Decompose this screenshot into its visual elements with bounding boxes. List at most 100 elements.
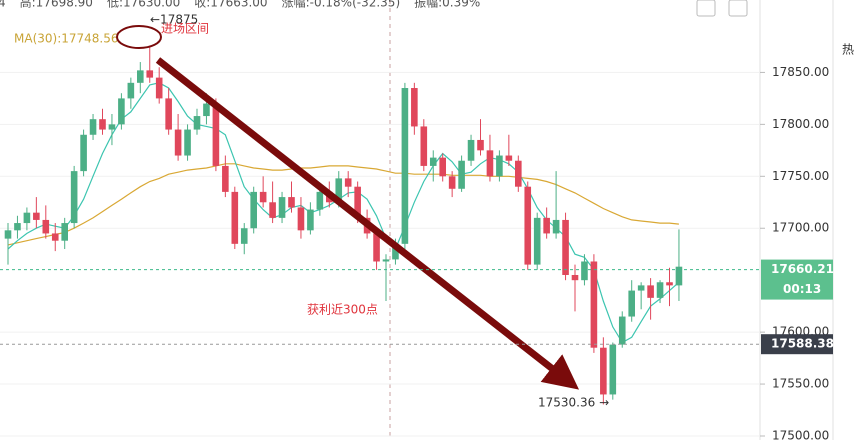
candle-body [193,116,201,130]
candle-body [127,82,135,99]
candle-body [581,261,588,281]
candle-body [637,285,645,291]
candle-body [467,139,475,161]
profit-note: 获利近300点 [307,303,378,317]
overlay: 进场区间 获利近300点 ←17875 17530.36 → 17660.21 0… [0,13,834,410]
candle-body [628,290,635,317]
candle-body [666,282,673,286]
grid: 17500.0017550.0017600.0017700.0017750.00… [0,65,829,440]
candle-body [392,243,399,260]
candle-body [155,77,163,99]
candle-body [80,134,87,172]
candle-body [174,129,182,156]
candle-body [524,186,532,265]
candle-body [278,197,286,218]
candle-body [335,178,343,203]
header-field: 收:17663.00 [194,0,267,10]
candle-body [316,191,324,210]
candle-body [33,212,40,220]
tool-icon[interactable] [696,0,716,17]
candle-body [496,155,503,177]
candle-body [515,160,522,187]
y-tick-label: 17800.00 [772,117,829,131]
candle-body [477,139,484,151]
candle-body [401,88,409,244]
candle-body [307,209,314,231]
current-price-box [761,259,833,300]
candle-body [448,176,456,189]
candle-body [647,285,654,298]
y-tick-label: 17550.00 [772,377,829,391]
candle-body [4,230,12,239]
tool-icon[interactable] [728,0,748,17]
candle-body [429,157,437,166]
header-field: 高:17698.90 [20,0,93,10]
candle-body [486,150,494,177]
header-field: 振幅:0.39% [414,0,480,10]
candle-body [212,103,220,166]
candle-body [146,70,154,78]
candle-body [118,98,125,125]
y-tick-label: 17700.00 [772,221,829,235]
y-tick-label: 17500.00 [772,429,829,440]
marker-price-label: 17588.38 [771,337,834,351]
trend-arrow [155,57,580,390]
candle-body [656,282,664,298]
candle-body [382,259,390,262]
header-field: 4 [0,0,6,10]
candle-body [288,197,295,208]
candle-body [61,223,68,241]
candle-body [165,98,172,130]
candle-body [533,217,541,265]
candle-body [269,202,276,218]
candles [4,46,683,405]
candle-body [99,119,106,130]
header: 4 高:17698.90 低:17630.00 收:17663.00 涨幅:-0.18%… [0,0,480,10]
ma-label: MA(30):17748.56 [14,32,119,46]
candle-body [675,266,683,286]
candle-body [250,191,257,229]
candle-body [222,165,229,192]
candle-body [184,129,191,156]
candle-body [108,124,116,130]
candle-body [600,347,607,395]
candle-body [411,88,418,127]
candle-body [373,233,380,262]
marker-price-box [761,334,833,355]
high-note: ←17875 [150,13,198,27]
entry-ellipse [116,25,162,49]
candle-body [458,160,465,189]
candle-body [137,70,144,83]
side-panel-glyph: 热 [842,43,854,57]
candle-body [571,274,579,281]
candle-body [354,186,361,218]
candle-body [89,119,97,135]
candle-body [505,155,513,161]
candle-body [543,217,550,234]
candle-body [51,233,59,241]
low-note: 17530.36 → [538,396,609,410]
current-price-label: 17660.21 [771,262,834,276]
candle-body [562,219,569,275]
candle-body [618,316,626,345]
candle-body [297,207,305,231]
header-field: 低:17630.00 [107,0,180,10]
candle-body [23,212,31,224]
candle-body [590,261,598,348]
candle-body [344,178,352,187]
candle-body [42,219,50,234]
candle-body [609,344,617,395]
candle-body [70,171,78,224]
y-tick-label: 17750.00 [772,169,829,183]
ma-line [7,163,679,246]
candle-body [552,219,560,234]
candle-body [14,223,21,231]
candle-body [259,191,267,203]
candle-body [240,228,248,244]
candle-body [439,157,446,177]
y-tick-label: 17850.00 [772,65,829,79]
candle-body [420,126,428,166]
header-field: 涨幅:-0.18%(-32.35) [282,0,401,10]
